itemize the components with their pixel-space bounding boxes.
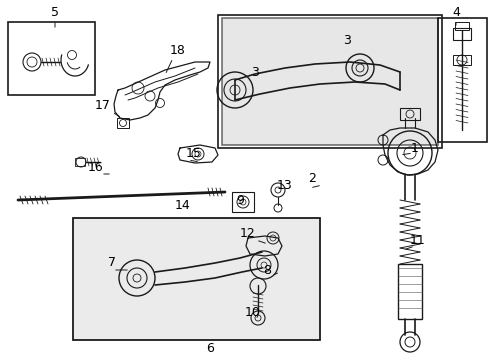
- Text: 16: 16: [88, 161, 103, 174]
- Text: 10: 10: [244, 306, 261, 320]
- Text: 11: 11: [409, 234, 425, 247]
- Text: 2: 2: [307, 171, 315, 185]
- Bar: [437, 18, 486, 142]
- Bar: [75, 158, 85, 166]
- Bar: [8, 22, 95, 95]
- Bar: [452, 28, 470, 40]
- Bar: [73, 218, 319, 340]
- Bar: [397, 264, 421, 319]
- Text: 14: 14: [175, 198, 190, 212]
- Text: 13: 13: [277, 179, 292, 192]
- Bar: [218, 15, 441, 148]
- Text: 18: 18: [170, 44, 185, 57]
- Bar: [452, 55, 470, 65]
- Text: 12: 12: [240, 226, 255, 239]
- Bar: [117, 118, 129, 128]
- Bar: [399, 108, 419, 120]
- Text: 1: 1: [410, 141, 418, 154]
- Text: 7: 7: [108, 256, 116, 270]
- Text: 4: 4: [451, 5, 459, 18]
- Bar: [73, 218, 319, 340]
- Text: 17: 17: [95, 99, 111, 112]
- Text: 3: 3: [250, 66, 259, 78]
- Bar: [454, 22, 468, 30]
- Text: 8: 8: [263, 264, 270, 276]
- Text: 9: 9: [236, 194, 244, 207]
- Text: 3: 3: [343, 33, 350, 46]
- Bar: [231, 192, 253, 212]
- Text: 15: 15: [185, 147, 202, 159]
- Polygon shape: [222, 18, 437, 145]
- Text: 6: 6: [205, 342, 214, 356]
- Text: 5: 5: [51, 5, 59, 18]
